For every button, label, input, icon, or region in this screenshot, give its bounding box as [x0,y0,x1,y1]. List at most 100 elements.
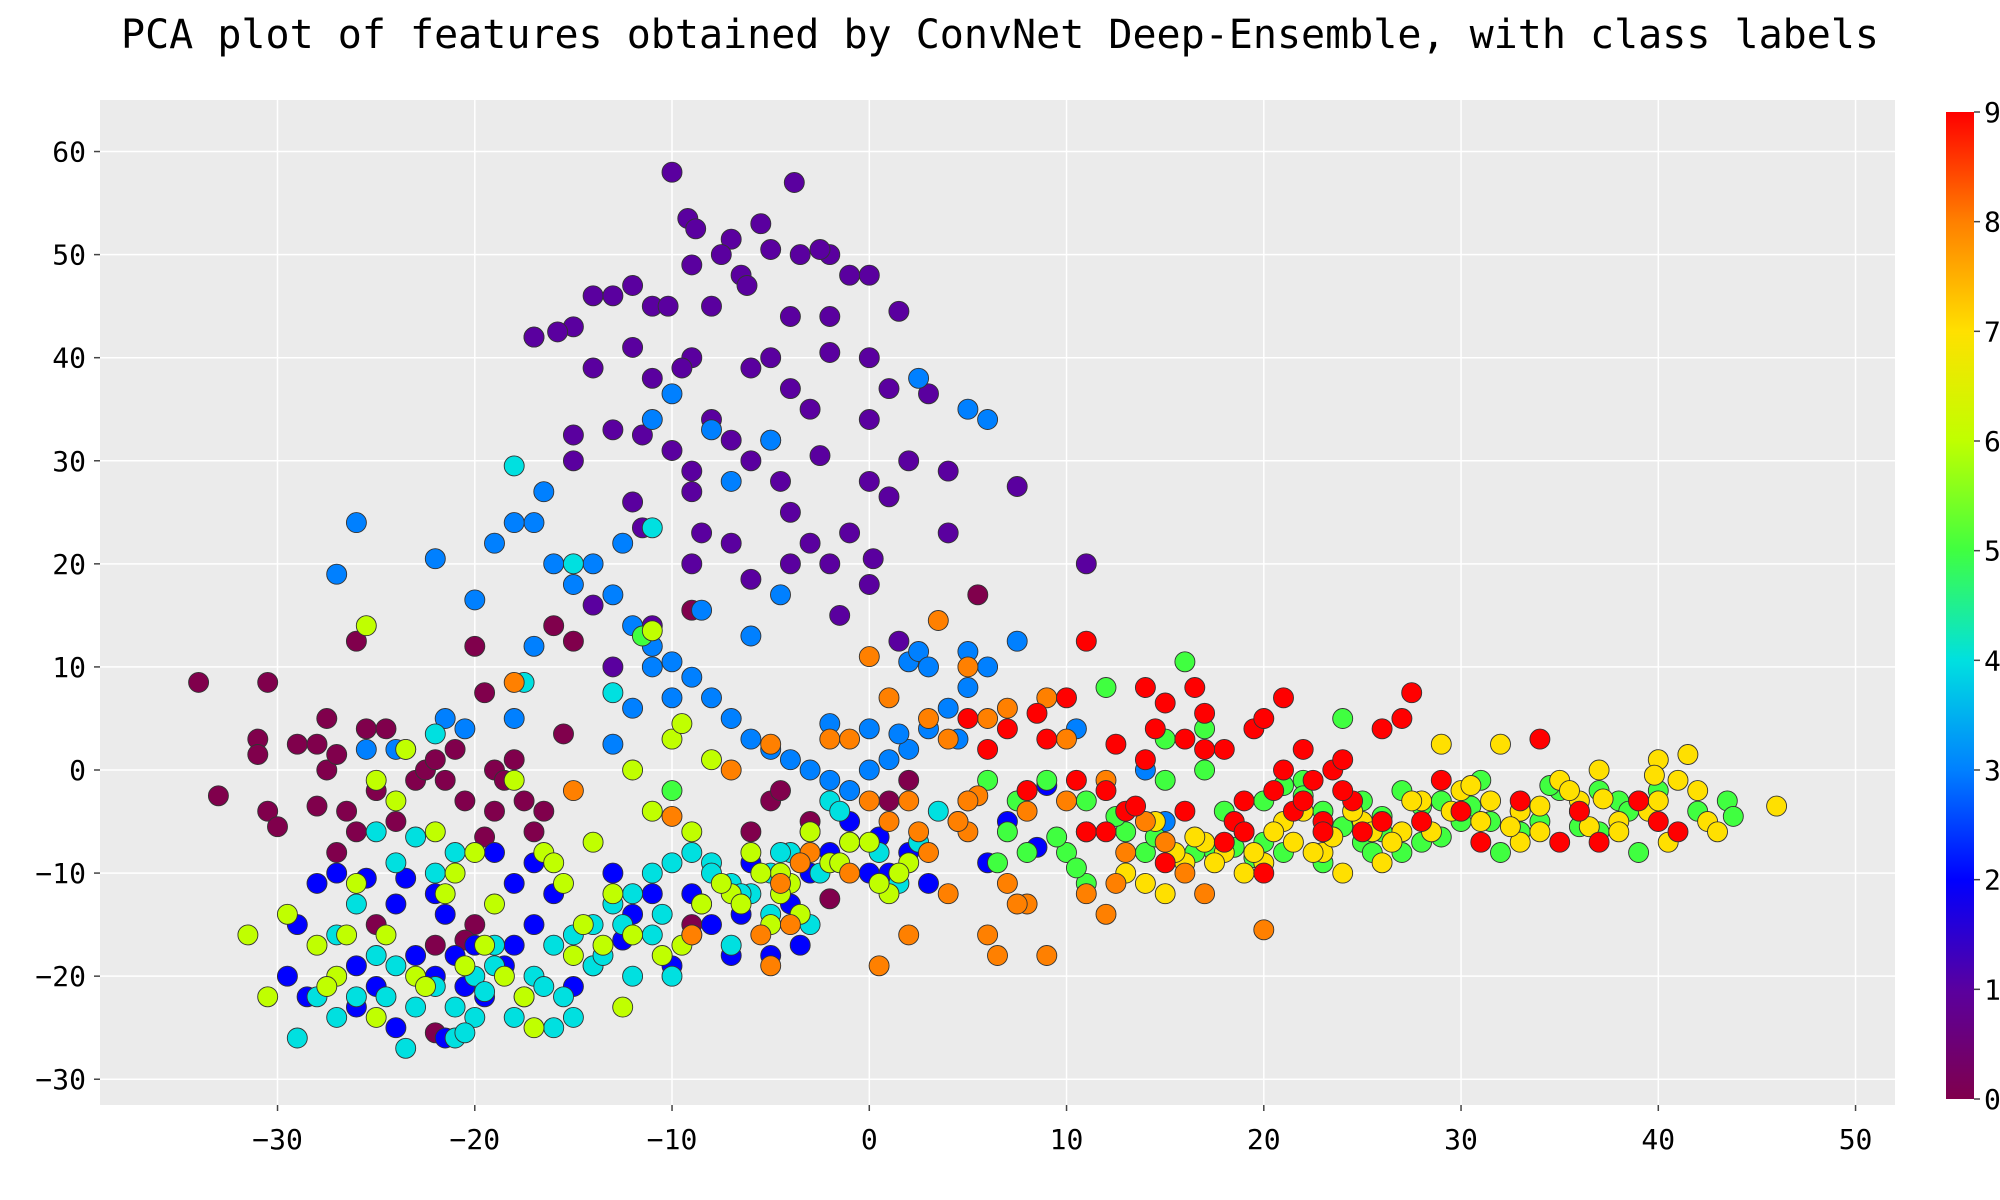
data-point [503,749,525,771]
data-point [395,1037,417,1059]
data-point [1529,795,1551,817]
data-point [622,336,644,358]
data-point [622,924,644,946]
data-point [365,821,387,843]
data-point [779,378,801,400]
data-point [424,723,446,745]
data-point [819,342,841,363]
data-point [720,708,742,729]
data-point [1204,852,1225,874]
data-point [1608,821,1630,843]
data-point [237,924,259,946]
data-point [484,893,505,915]
data-point [937,883,959,905]
data-point [839,780,861,802]
data-point [779,749,801,771]
data-point [1184,826,1206,848]
data-point [641,367,663,389]
data-point [858,831,880,853]
data-point [1499,816,1521,838]
data-point [740,821,762,843]
data-point [681,553,703,575]
colorbar-tick-label: 1 [1984,973,2000,1006]
colorbar-tick-label: 0 [1984,1083,2000,1116]
data-point [553,986,574,1008]
data-point [996,872,1018,894]
data-point [947,811,969,832]
data-point [927,610,949,631]
data-point [977,708,999,729]
data-point [908,367,930,389]
data-point [1184,677,1206,698]
data-point [1065,769,1087,791]
data-point [651,945,673,966]
data-point [671,357,693,379]
data-point [306,872,328,894]
y-tick-label: 20 [52,548,86,581]
data-point [641,517,663,539]
data-point [858,759,880,781]
data-point [1509,831,1531,853]
data-point [1470,831,1492,853]
data-point [484,532,505,554]
data-point [996,697,1018,719]
data-point [1371,718,1393,740]
data-point [345,955,367,977]
x-axis-ticks: −30 −20 −10 0 10 20 30 40 50 [252,1105,1872,1156]
data-point [651,903,673,925]
data-point [523,326,545,348]
y-tick-label: 10 [52,651,86,684]
data-point [188,671,210,693]
data-point [641,924,663,946]
data-point [1371,852,1393,874]
data-point [1302,769,1324,791]
data-point [622,965,644,987]
data-point [503,934,525,956]
data-point [267,816,288,838]
data-point [1134,677,1156,698]
data-point [1036,728,1058,750]
data-point [1667,821,1689,843]
grid-lines [100,100,1895,1105]
data-point [799,398,821,420]
data-point [641,883,663,905]
data-point [858,470,880,492]
data-point [937,460,959,482]
data-point [385,790,407,812]
data-point [839,728,861,750]
data-point [523,914,545,936]
data-point [385,955,407,977]
data-point [316,759,338,781]
y-tick-label: 0 [69,754,86,787]
data-point [1351,821,1373,843]
data-point [641,620,663,642]
data-point [740,728,762,750]
data-point [1588,759,1610,781]
data-point [1667,769,1689,791]
data-point [612,532,634,554]
x-tick-label: 0 [861,1123,878,1156]
data-point [1016,842,1038,863]
data-point [839,862,861,884]
data-point [1253,708,1275,729]
data-point [701,295,722,317]
data-point [464,1006,486,1028]
data-point [908,641,930,662]
data-point [543,553,565,575]
data-point [547,321,569,343]
data-point [553,872,574,894]
data-point [661,161,683,183]
data-point [1509,790,1531,812]
data-point [503,708,525,729]
data-point [395,867,417,889]
data-point [888,723,910,745]
data-point [464,635,486,657]
data-point [424,749,446,771]
data-point [405,826,427,848]
data-point [1490,842,1511,863]
data-point [819,553,841,575]
data-point [1332,780,1354,802]
data-point [730,893,752,915]
data-point [789,244,811,266]
data-point [592,934,614,956]
